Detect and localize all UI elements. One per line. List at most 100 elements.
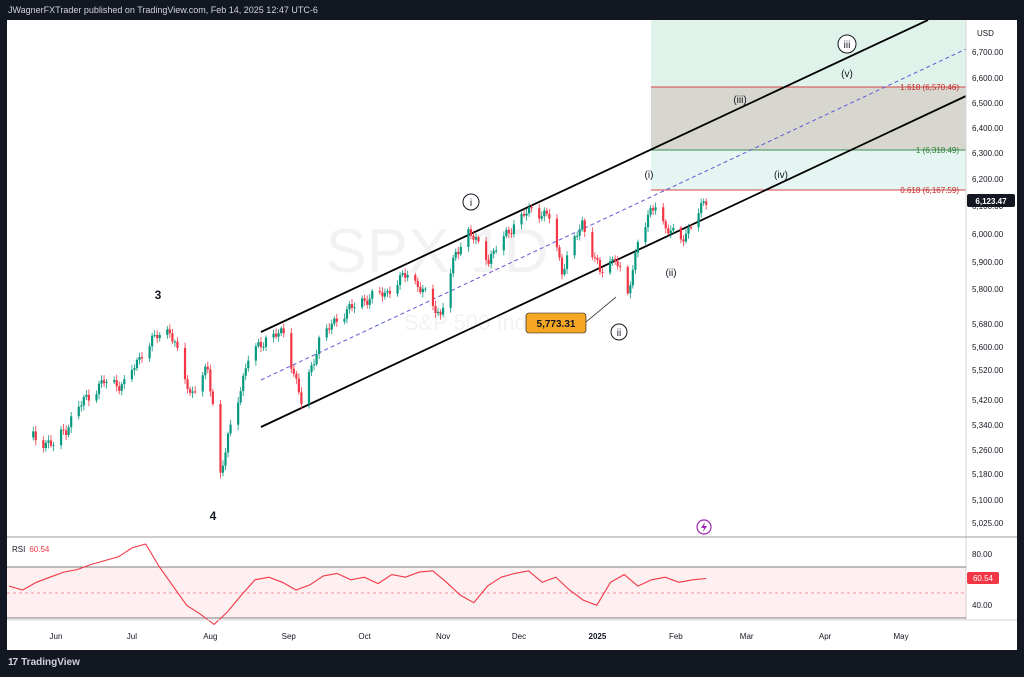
candle-body (100, 380, 103, 384)
candle-body (77, 406, 80, 417)
low-price-callout (525, 312, 587, 334)
price-tick-label: 6,300.00 (972, 149, 1004, 158)
candle-body (543, 210, 546, 217)
candle-body (224, 452, 227, 466)
price-tick-label: 5,800.00 (972, 285, 1004, 294)
candle-body (522, 213, 526, 216)
candle-body (44, 442, 47, 448)
candle-body (318, 337, 321, 354)
candle-body (629, 285, 632, 294)
candle-body (282, 328, 285, 334)
candle-body (573, 236, 576, 256)
subwave-label-iii: (iii) (733, 95, 746, 106)
candle-body (247, 360, 250, 369)
candle-body (687, 227, 690, 234)
candle-body (525, 213, 528, 216)
candle-body (49, 440, 53, 446)
candle-body (345, 309, 349, 319)
price-tick-label: 6,500.00 (972, 99, 1004, 108)
time-tick-label: Feb (669, 632, 683, 641)
candle-body (65, 430, 68, 435)
candle-body (651, 208, 655, 211)
candle-body (229, 424, 232, 434)
chart-area[interactable]: 1.618 (6,570.46) 1 (6,318.49) 0.618 (6,1… (7, 19, 1017, 650)
candle-body (242, 375, 245, 392)
candle-body (649, 208, 652, 215)
candle-body (558, 247, 561, 258)
channel-lower (260, 95, 967, 428)
time-tick-label: 2025 (589, 632, 607, 641)
candle-body (219, 403, 222, 473)
candle-body (636, 242, 639, 253)
time-tick-label: Nov (436, 632, 450, 641)
candle-body (343, 318, 346, 322)
candle-body (211, 391, 214, 404)
wave-label-i: i (470, 198, 472, 209)
candle-body (705, 201, 708, 205)
candle-body (555, 218, 559, 248)
chart-svg[interactable]: 1.618 (6,570.46) 1 (6,318.49) 0.618 (6,1… (7, 19, 1017, 650)
candle-body (510, 233, 513, 235)
target-zone-mid (651, 87, 966, 150)
candle-body (188, 388, 192, 393)
candle-body (416, 280, 419, 287)
fib-label-0618: 0.618 (6,167.59) (900, 186, 959, 195)
time-axis-ticks: Jun Jul Aug Sep Oct Nov Dec 2025 Feb Mar Apr May (50, 632, 909, 641)
candle-body (239, 391, 242, 403)
fib-label-1618: 1.618 (6,570.46) (900, 83, 959, 92)
last-price-value: 6,123.47 (975, 197, 1007, 206)
candle-body (596, 257, 599, 261)
candle-body (47, 440, 50, 443)
candle-body (672, 227, 675, 231)
price-tick-label: 6,700.00 (972, 48, 1004, 57)
candle-body (158, 334, 161, 339)
rsi-tag-value: 60.54 (973, 574, 994, 583)
candle-body (34, 431, 37, 441)
candle-body (593, 257, 596, 259)
candle-body (85, 394, 88, 397)
candle-body (689, 227, 693, 229)
candle-body (130, 370, 133, 380)
candle-body (87, 394, 90, 401)
rsi-tick-80: 80.00 (972, 550, 993, 559)
candle-body (315, 353, 318, 365)
lightning-bolt-shape (701, 522, 707, 532)
candle-body (611, 258, 614, 262)
channel-upper (260, 19, 929, 333)
candle-body (257, 342, 260, 347)
candle-body (485, 241, 488, 260)
tradingview-logo[interactable]: 17 TradingView (8, 657, 80, 668)
candle-body (140, 357, 144, 359)
candle-body (398, 275, 402, 285)
wave-label-ii: ii (617, 328, 621, 339)
candle-body (80, 405, 83, 407)
candle-body (272, 333, 275, 338)
time-tick-label: Jun (50, 632, 63, 641)
candle-body (502, 236, 505, 251)
candle-body (436, 311, 440, 314)
candle-body (194, 391, 197, 393)
candle-body (59, 429, 63, 446)
candle-body (275, 333, 278, 337)
candle-body (441, 307, 445, 315)
candle-body (454, 251, 457, 258)
candle-body (310, 365, 313, 373)
candle-body (168, 329, 171, 334)
candle-body (492, 250, 495, 255)
time-tick-label: Apr (819, 632, 832, 641)
candle-body (363, 298, 366, 301)
candle-body (469, 229, 473, 236)
candle-body (123, 379, 126, 385)
candle-body (135, 359, 139, 369)
candle-body (118, 386, 121, 391)
candle-body (679, 227, 683, 240)
candle-body (186, 379, 189, 389)
price-tick-label: 6,400.00 (972, 124, 1004, 133)
price-tick-label: 5,025.00 (972, 519, 1004, 528)
candle-body (667, 228, 670, 234)
candle-body (333, 318, 336, 324)
candle-body (290, 333, 293, 369)
candle-body (371, 291, 374, 299)
candle-body (616, 261, 619, 267)
time-tick-label: Mar (740, 632, 754, 641)
